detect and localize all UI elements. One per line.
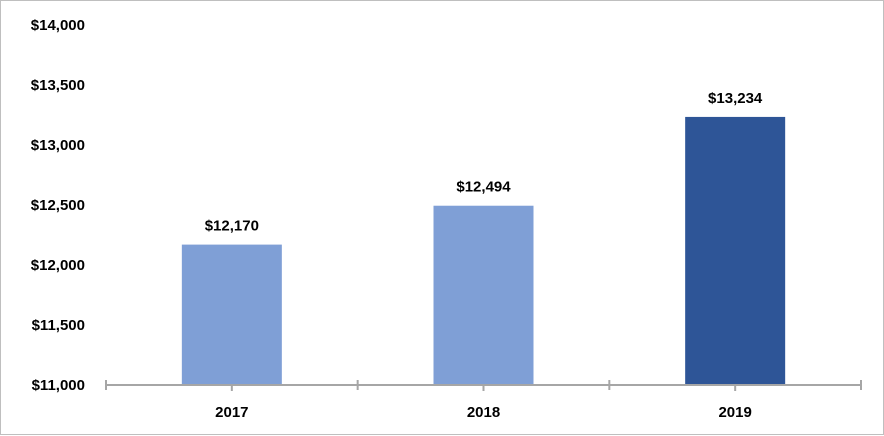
y-tick-label: $12,000 bbox=[31, 257, 85, 274]
x-tick-label: 2019 bbox=[718, 404, 751, 421]
x-tick-label: 2018 bbox=[467, 404, 500, 421]
data-label: $13,234 bbox=[708, 90, 763, 107]
y-tick-label: $11,500 bbox=[32, 317, 85, 334]
y-tick-label: $11,000 bbox=[32, 377, 85, 394]
data-label: $12,170 bbox=[205, 218, 259, 235]
y-tick-label: $14,000 bbox=[31, 17, 85, 34]
y-tick-label: $13,000 bbox=[31, 137, 85, 154]
bar-2018 bbox=[433, 205, 534, 385]
y-tick-label: $13,500 bbox=[31, 77, 85, 94]
data-label: $12,494 bbox=[456, 179, 511, 196]
x-tick-label: 2017 bbox=[215, 404, 248, 421]
bar-2017 bbox=[181, 244, 282, 385]
y-tick-label: $12,500 bbox=[31, 197, 85, 214]
bar-2019 bbox=[685, 116, 786, 386]
